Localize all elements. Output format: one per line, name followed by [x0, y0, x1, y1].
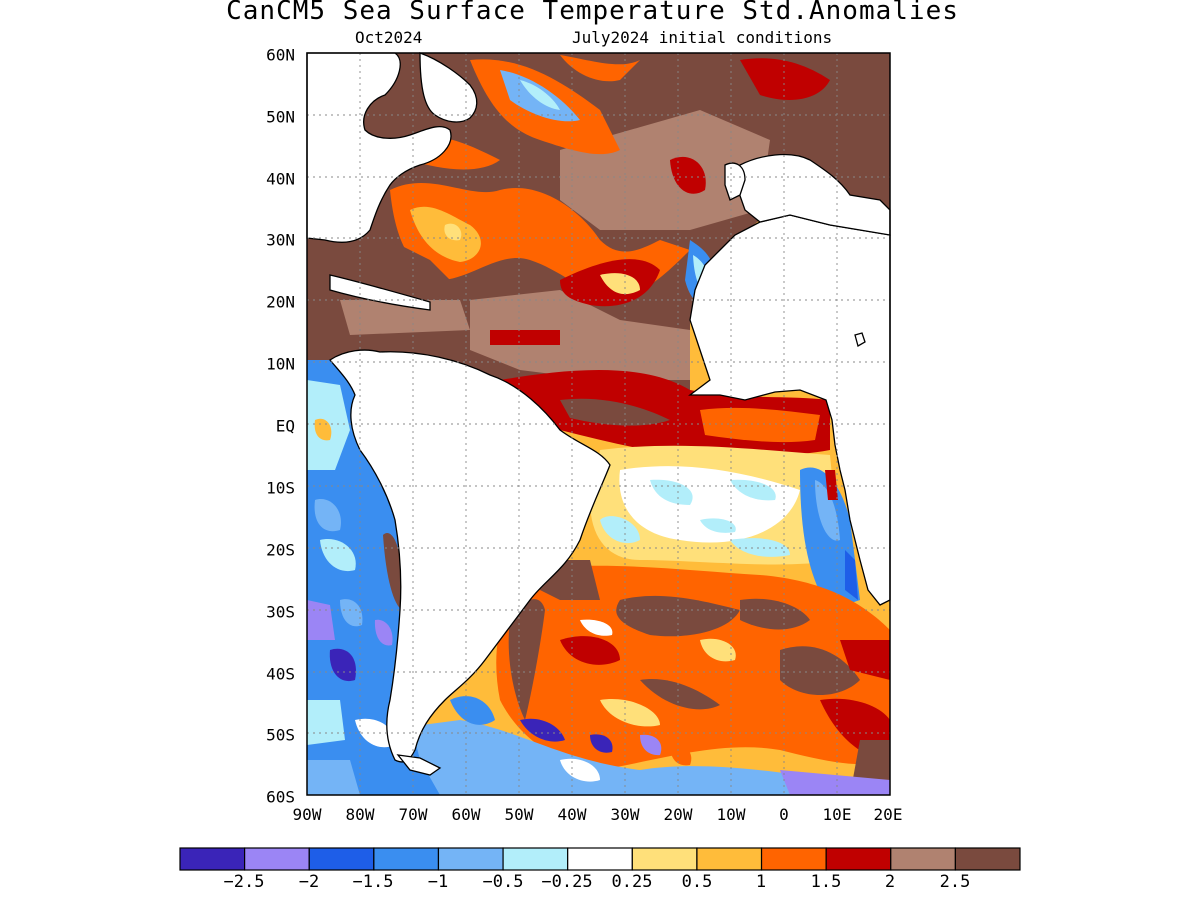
colorbar-label: 0.25 [611, 872, 653, 892]
lon-label: 10W [716, 805, 746, 824]
lat-label: 10N [266, 354, 295, 374]
colorbar-swatch [760, 847, 827, 871]
colorbar-label: −2.5 [223, 872, 265, 892]
lon-label: 80W [345, 805, 375, 824]
colorbar-label: −0.5 [482, 872, 524, 892]
initial-conditions: July2024 initial conditions [572, 28, 833, 47]
grid-lines [307, 53, 890, 795]
lon-label: 30W [610, 805, 640, 824]
lat-label: 60N [266, 45, 295, 65]
lat-label: 40S [266, 664, 295, 684]
lon-label: 10E [822, 805, 852, 824]
lat-label: 30N [266, 230, 295, 250]
lat-label: 20N [266, 292, 295, 312]
colorbar-swatch [244, 847, 310, 871]
lat-label: EQ [275, 416, 295, 436]
lat-label: 60S [266, 787, 295, 807]
colorbar-swatch [437, 847, 504, 871]
colorbar-swatch [179, 847, 246, 871]
colorbar-swatch [825, 847, 892, 871]
colorbar-label: −1.5 [352, 872, 394, 892]
lat-label: 30S [266, 602, 295, 622]
colorbar-label: −0.25 [541, 872, 593, 892]
lon-label: 0 [779, 805, 789, 824]
lat-label: 10S [266, 478, 295, 498]
lon-label: 90W [292, 805, 322, 824]
colorbar-swatch [567, 847, 633, 871]
map-title: CanCM5 Sea Surface Temperature Std.Anoma… [226, 0, 959, 26]
lat-label: 50N [266, 107, 295, 127]
lat-label: 40N [266, 169, 295, 189]
lon-label: 20W [663, 805, 693, 824]
lat-label: 50S [266, 725, 295, 745]
lon-label: 20E [873, 805, 903, 824]
colorbar-swatch [502, 847, 569, 871]
colorbar-swatch [373, 847, 440, 871]
lon-label: 60W [451, 805, 481, 824]
lat-label: 20S [266, 540, 295, 560]
colorbar-label: −2 [298, 872, 320, 892]
colorbar-label: −1 [427, 872, 449, 892]
colorbar-swatch [890, 847, 956, 871]
colorbar-label: 0.5 [681, 872, 713, 892]
forecast-month: Oct2024 [355, 28, 423, 47]
colorbar-label: 2.5 [939, 872, 971, 892]
land-masses [306, 52, 891, 776]
lon-label: 50W [504, 805, 534, 824]
colorbar-swatch [308, 847, 375, 871]
colorbar-swatch [954, 847, 1021, 871]
lon-label: 70W [398, 805, 428, 824]
color-bar [179, 847, 1021, 871]
lon-label: 40W [557, 805, 587, 824]
colorbar-label: 2 [884, 872, 896, 892]
colorbar-swatch [696, 847, 763, 871]
map-frame [306, 52, 891, 796]
colorbar-label: 1 [755, 872, 767, 892]
colorbar-swatch [631, 847, 698, 871]
colorbar-label: 1.5 [810, 872, 842, 892]
